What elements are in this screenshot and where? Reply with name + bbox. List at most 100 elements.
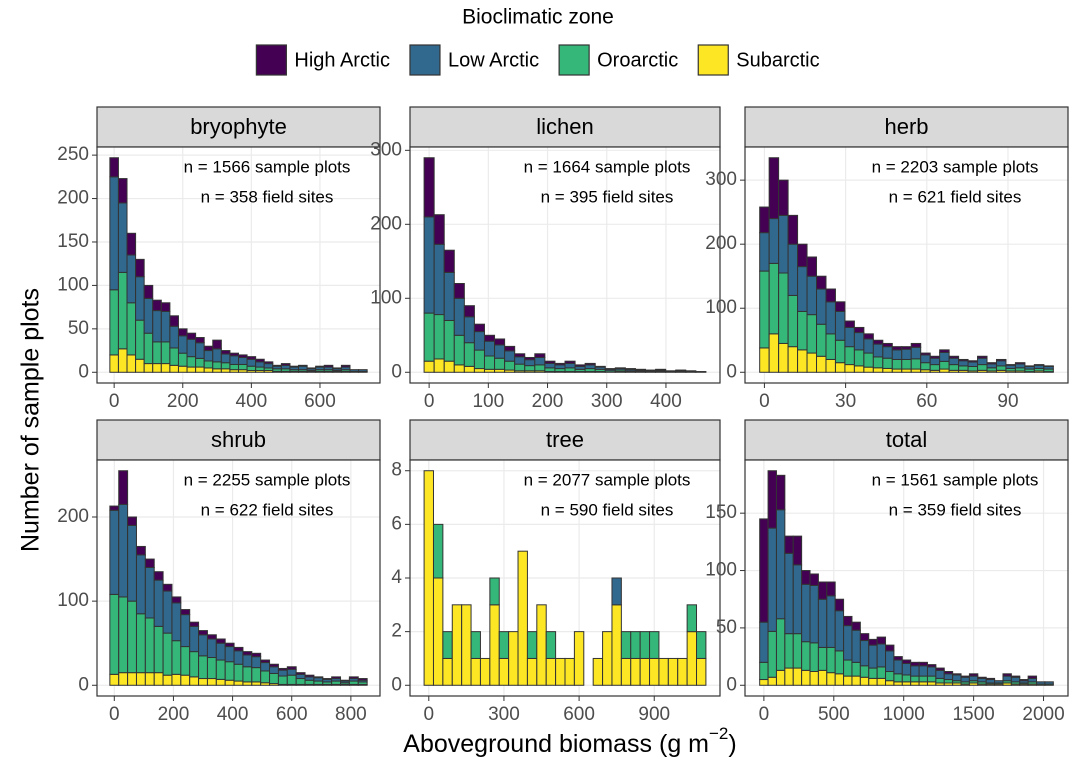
histogram-bar (872, 367, 884, 373)
histogram-bar (1027, 675, 1038, 679)
x-tick-label: 900 (638, 704, 670, 725)
y-tick-label: 2 (391, 621, 402, 642)
histogram-bar (778, 179, 789, 216)
histogram-bar (195, 366, 205, 373)
y-tick-label: 250 (57, 144, 89, 165)
histogram-bar (696, 657, 707, 686)
histogram-bar (926, 675, 937, 683)
legend-label: Subarctic (736, 49, 819, 71)
histogram-bar (935, 667, 945, 671)
histogram-bar (189, 621, 200, 627)
histogram-bar (198, 655, 208, 680)
histogram-bar (929, 355, 941, 359)
legend-key (697, 44, 729, 76)
histogram-bar (171, 596, 182, 604)
histogram-bar (233, 646, 244, 652)
histogram-bar (514, 356, 526, 365)
histogram-bar (639, 631, 651, 659)
histogram-bar (117, 178, 128, 204)
legend-key (409, 44, 441, 76)
histogram-bar (220, 362, 231, 370)
histogram-bar (433, 358, 445, 373)
y-axis-label: Number of sample plots (17, 288, 45, 552)
histogram-bar (825, 358, 836, 373)
histogram-bar (483, 334, 496, 342)
histogram-bar (901, 358, 912, 370)
x-tick-label: 30 (835, 391, 856, 412)
y-tick-label: 4 (391, 567, 402, 588)
histogram-bar (759, 232, 770, 272)
histogram-bar (1043, 365, 1054, 368)
histogram-bar (826, 581, 836, 597)
histogram-bar (498, 657, 510, 686)
histogram-bar (778, 272, 789, 344)
histogram-bar (825, 333, 836, 360)
histogram-bar (177, 365, 188, 373)
histogram-bar (144, 617, 155, 674)
histogram-bar (144, 672, 155, 686)
histogram-bar (135, 613, 146, 674)
histogram-bar (554, 364, 566, 370)
histogram-bar (524, 365, 536, 372)
histogram-bar (1027, 677, 1038, 683)
histogram-bar (152, 341, 162, 365)
histogram-bar (809, 671, 819, 686)
histogram-bar (620, 657, 632, 686)
histogram-bar (152, 310, 162, 343)
histogram-bar (920, 362, 931, 371)
annotation: n = 395 field sites (541, 187, 674, 206)
histogram-bar (195, 357, 205, 368)
histogram-bar (797, 310, 808, 351)
x-tick-label: 90 (997, 391, 1018, 412)
histogram-bar (331, 676, 342, 680)
histogram-bar (977, 364, 988, 371)
histogram-bar (960, 675, 970, 678)
histogram-bar (109, 505, 120, 511)
histogram-bar (177, 328, 188, 337)
histogram-bar (215, 659, 226, 680)
histogram-bar (162, 590, 173, 634)
histogram-bar (901, 662, 912, 676)
histogram-bar (816, 323, 827, 357)
histogram-bar (844, 326, 855, 348)
histogram-bar (935, 669, 945, 679)
histogram-bar (554, 362, 566, 366)
histogram-bar (948, 364, 960, 371)
histogram-bar (323, 364, 334, 368)
histogram-bar (177, 335, 188, 354)
histogram-bar (263, 361, 274, 365)
histogram-bar (135, 319, 145, 360)
histogram-bar (514, 353, 526, 358)
histogram-bar (1024, 365, 1035, 368)
histogram-bar (639, 657, 651, 686)
histogram-bar (494, 344, 506, 359)
histogram-bar (162, 632, 173, 676)
histogram-bar (918, 665, 928, 677)
histogram-bar (695, 371, 707, 373)
histogram-bar (536, 604, 547, 686)
strip (96, 106, 381, 148)
histogram-bar (584, 364, 596, 370)
histogram-bar (939, 349, 950, 353)
histogram-bar (939, 351, 950, 362)
histogram-bar (926, 666, 937, 677)
histogram-bar (775, 509, 786, 620)
histogram-bar (920, 352, 931, 356)
histogram-bar (806, 275, 818, 316)
histogram-bar (423, 312, 435, 362)
histogram-bar (649, 657, 660, 686)
histogram-bar (423, 216, 435, 314)
histogram-bar (797, 266, 808, 312)
histogram-bar (313, 677, 324, 682)
panel-border (744, 459, 1069, 697)
histogram-bar (806, 314, 818, 354)
histogram-bar (433, 243, 445, 316)
y-tick-label: 8 (391, 460, 402, 481)
histogram-bar (675, 369, 687, 372)
panel-border (744, 146, 1069, 384)
x-tick-label: 1000 (883, 704, 925, 725)
histogram-bar (206, 634, 217, 640)
histogram-bar (180, 674, 191, 686)
histogram-bar (859, 640, 870, 667)
histogram-bar (152, 363, 162, 373)
